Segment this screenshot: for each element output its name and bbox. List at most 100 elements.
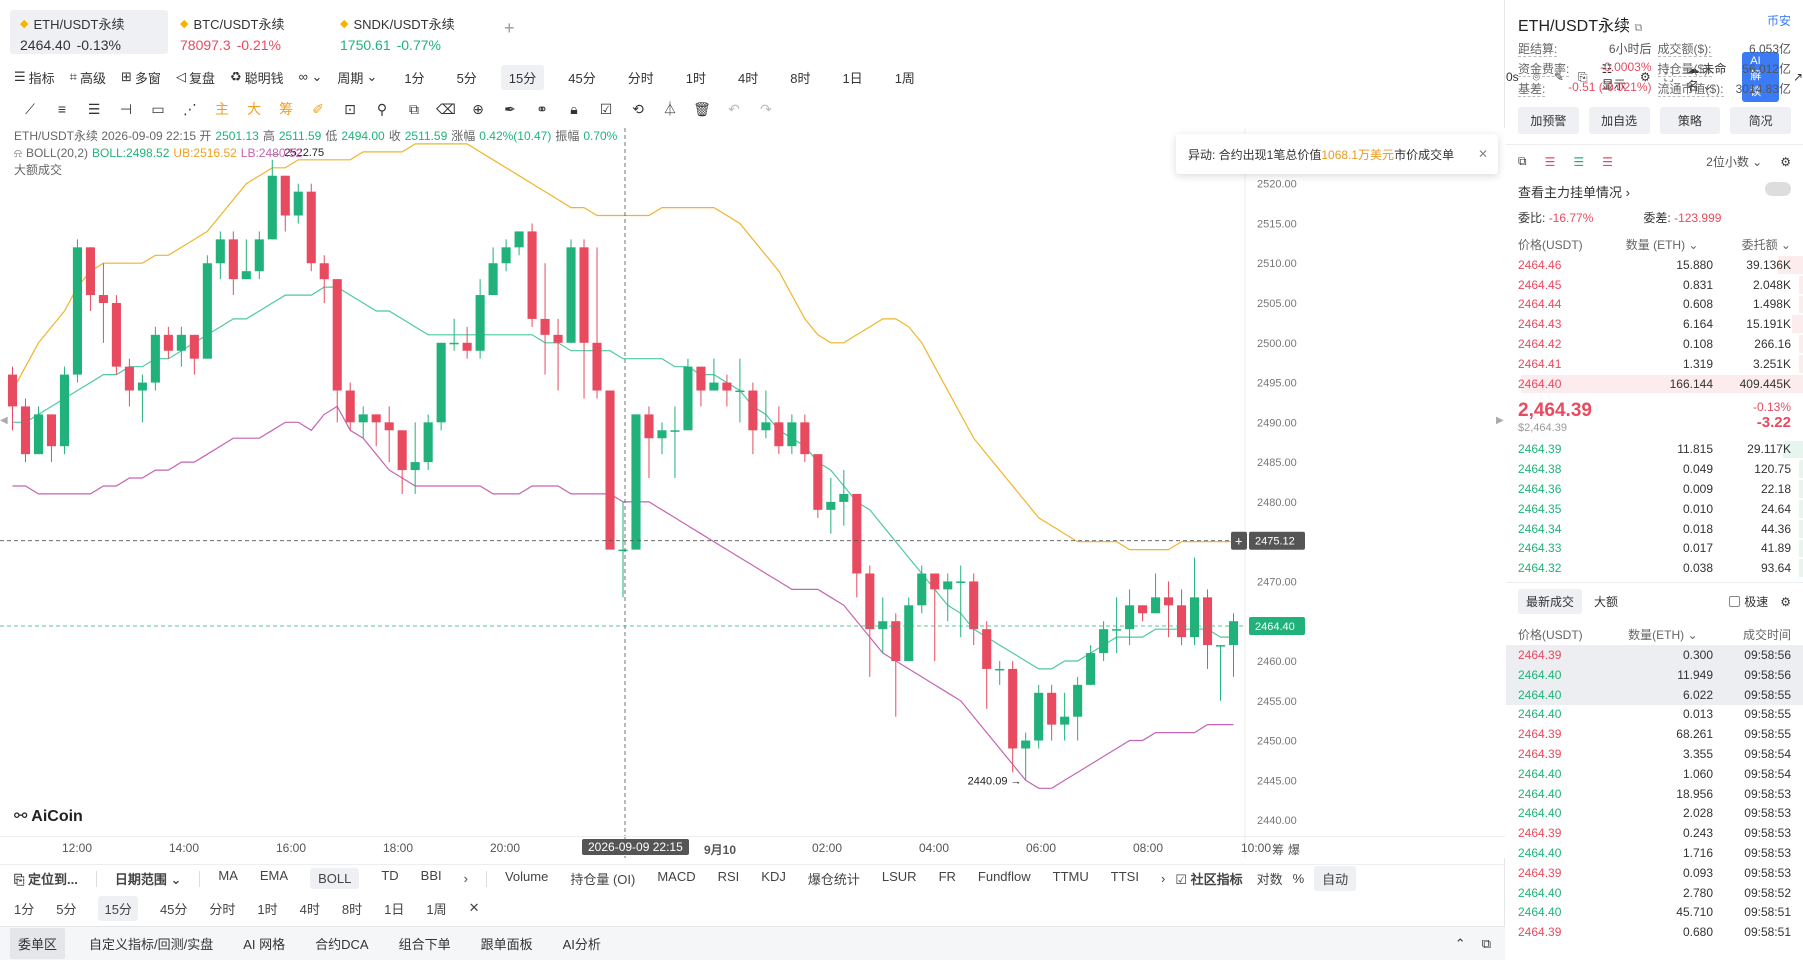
asks-row[interactable]: 2464.42 0.108 266.16 — [1506, 334, 1803, 354]
eraser-icon[interactable]: ⌫ — [436, 100, 456, 117]
bids-row[interactable]: 2464.33 0.017 41.89 — [1506, 539, 1803, 559]
horizontal-line-icon[interactable]: ⊣ — [119, 100, 133, 117]
asks-row[interactable]: 2464.40 166.144 409.445K — [1506, 374, 1803, 394]
pen-icon[interactable]: ✎ — [1553, 70, 1564, 84]
sub-indicator-1[interactable]: 持仓量 (OI) — [570, 872, 636, 887]
sub-indicator-0[interactable]: Volume — [504, 869, 549, 884]
bids-row[interactable]: 2464.32 0.038 93.64 — [1506, 558, 1803, 578]
chips-icon[interactable]: 筹 — [279, 101, 293, 117]
action-button-3[interactable]: 简况 — [1730, 107, 1791, 134]
symbol-tab-1[interactable]: ◆ ETH/USDT永续 2464.40 -0.13% — [10, 10, 168, 54]
undo-icon[interactable]: ↶ — [728, 100, 740, 117]
decimal-dropdown[interactable]: 2位小数 ⌄ — [1706, 155, 1763, 169]
link-icon[interactable]: ⚭ — [536, 100, 548, 117]
multi-window-button[interactable]: ⊞ 多窗 — [121, 69, 161, 86]
channel-icon[interactable]: ☰ — [87, 100, 101, 117]
both-view-icon[interactable]: ☰ — [1544, 154, 1556, 169]
sub-indicator-2[interactable]: MACD — [657, 869, 696, 884]
bids-row[interactable]: 2464.35 0.010 24.64 — [1506, 499, 1803, 519]
popout-icon[interactable]: ⧉ — [1481, 935, 1491, 951]
locate-button[interactable]: ⎘ 定位到... — [14, 872, 78, 887]
asks-row[interactable]: 2464.46 15.880 39.136K — [1506, 255, 1803, 275]
sub-indicator-3[interactable]: RSI — [717, 869, 740, 884]
bids-row[interactable]: 2464.38 0.049 120.75 — [1506, 459, 1803, 479]
period-8[interactable]: 1日 — [842, 70, 863, 86]
asks-row[interactable]: 2464.41 1.319 3.251K — [1506, 354, 1803, 374]
layout-dropdown[interactable]: ☁ 未命名 ⌄ — [1687, 62, 1727, 93]
boll-row[interactable]: ⍾ BOLL(20,2) BOLL:2498.52 UB:2516.52 LB:… — [14, 145, 617, 162]
sub-indicator-10[interactable]: TTSI — [1110, 869, 1139, 884]
bids-row[interactable]: 2464.34 0.018 44.36 — [1506, 519, 1803, 539]
star-icon[interactable]: ◆ — [340, 18, 349, 30]
parallel-lines-icon[interactable]: ≡ — [57, 101, 67, 117]
main-indicator-ma[interactable]: MA — [218, 868, 238, 883]
settings-icon[interactable]: ⚙ — [1780, 594, 1791, 609]
replay-button[interactable]: ◁ 复盘 — [175, 69, 215, 86]
bids-row[interactable]: 2464.36 0.009 22.18 — [1506, 479, 1803, 499]
star-icon[interactable]: ◆ — [180, 18, 189, 30]
marker-icon[interactable]: ✒ — [504, 100, 516, 117]
percent-toggle[interactable]: % — [1292, 871, 1305, 886]
action-button-1[interactable]: 加自选 — [1588, 107, 1650, 134]
period2-2[interactable]: 15分 — [98, 895, 138, 921]
trendline-icon[interactable]: ⟋ — [25, 100, 35, 117]
zoom-icon[interactable]: ⊕ — [472, 100, 484, 117]
main-icon[interactable]: 主 — [215, 101, 229, 117]
axis-extra-1[interactable]: 爆 — [1288, 843, 1301, 857]
period2-6[interactable]: 4时 — [299, 901, 320, 917]
action-button-0[interactable]: 加预警 — [1518, 107, 1579, 134]
asks-row[interactable]: 2464.45 0.831 2.048K — [1506, 275, 1803, 295]
smart-money-button[interactable]: ♻ 聪明钱 — [229, 69, 284, 86]
scroll-left-icon[interactable]: ◀ — [0, 415, 8, 426]
asks-row[interactable]: 2464.43 6.164 15.191K — [1506, 314, 1803, 334]
period2-1[interactable]: 5分 — [56, 901, 77, 917]
trade-qty-header[interactable]: 数量(ETH) ⌄ — [1628, 628, 1698, 643]
add-tab-icon[interactable]: + — [504, 18, 515, 38]
period2-0[interactable]: 1分 — [14, 901, 35, 917]
bottom-tab-0[interactable]: 委单区 — [10, 928, 66, 959]
candlestick-chart[interactable]: 2525.002520.002515.002510.002505.002500.… — [0, 128, 1505, 858]
indicator-button[interactable]: ☰ 指标 — [14, 69, 55, 86]
tab-large-trades[interactable]: 大额 — [1594, 595, 1619, 610]
period-dropdown[interactable]: 周期 ⌄ — [337, 69, 378, 86]
large-icon[interactable]: 大 — [247, 101, 261, 117]
period-9[interactable]: 1周 — [894, 70, 915, 86]
lock-icon[interactable]: 🔒︎ — [570, 100, 578, 117]
symbol-tab-3[interactable]: ◆ SNDK/USDT永续 1750.61 -0.77% — [330, 10, 488, 54]
chevron-right-icon[interactable]: › — [1160, 871, 1166, 886]
filter-icon[interactable]: ⏃ — [663, 101, 677, 117]
period-1[interactable]: 5分 — [456, 70, 477, 86]
share-icon[interactable]: ⎘ — [1577, 69, 1588, 84]
copy-icon[interactable]: ⧉ — [409, 100, 419, 117]
display-button[interactable]: ☷ 显示 — [1601, 61, 1626, 92]
period2-3[interactable]: 45分 — [159, 901, 188, 917]
measure-icon[interactable]: ⚲ — [376, 100, 388, 117]
delete-icon[interactable]: 🗑︎ — [693, 100, 711, 117]
main-orders-link[interactable]: 查看主力挂单情况 › — [1506, 178, 1803, 205]
sub-indicator-9[interactable]: TTMU — [1052, 869, 1089, 884]
period-6[interactable]: 4时 — [737, 70, 759, 86]
settings-icon[interactable]: ⚙ — [1639, 70, 1651, 84]
advanced-button[interactable]: ⌗ 高级 — [69, 69, 107, 86]
bottom-tab-3[interactable]: 合约DCA — [315, 937, 369, 952]
amount-header[interactable]: 委托额 ⌄ — [1741, 238, 1791, 252]
main-indicator-td[interactable]: TD — [381, 868, 399, 883]
asks-view-icon[interactable]: ☰ — [1602, 154, 1613, 169]
asks-row[interactable]: 2464.44 0.608 1.498K — [1506, 295, 1803, 315]
symbol-tab-2[interactable]: ◆ BTC/USDT永续 78097.3 -0.21% — [170, 10, 328, 54]
redo-icon[interactable]: ↷ — [760, 100, 772, 117]
chevron-up-icon[interactable]: ⌃ — [1454, 935, 1466, 951]
period2-8[interactable]: 1日 — [384, 901, 405, 917]
period-5[interactable]: 1时 — [685, 70, 706, 86]
hide-icon[interactable]: ☑ — [599, 100, 613, 117]
ai-interpret-button[interactable]: AI解读 — [1742, 52, 1779, 102]
bottom-tab-5[interactable]: 跟单面板 — [480, 937, 533, 952]
bottom-tab-6[interactable]: AI分析 — [562, 937, 601, 952]
close-icon[interactable]: ✕ — [468, 900, 480, 915]
community-indicator-button[interactable]: ☑ 社区指标 — [1175, 872, 1243, 887]
period-0[interactable]: 1分 — [404, 70, 425, 86]
action-button-2[interactable]: 策略 — [1659, 107, 1721, 134]
sub-indicator-8[interactable]: Fundflow — [977, 869, 1031, 884]
copy-icon[interactable]: ⧉ — [1634, 22, 1643, 34]
bell-icon[interactable]: ⍾ — [14, 146, 22, 160]
